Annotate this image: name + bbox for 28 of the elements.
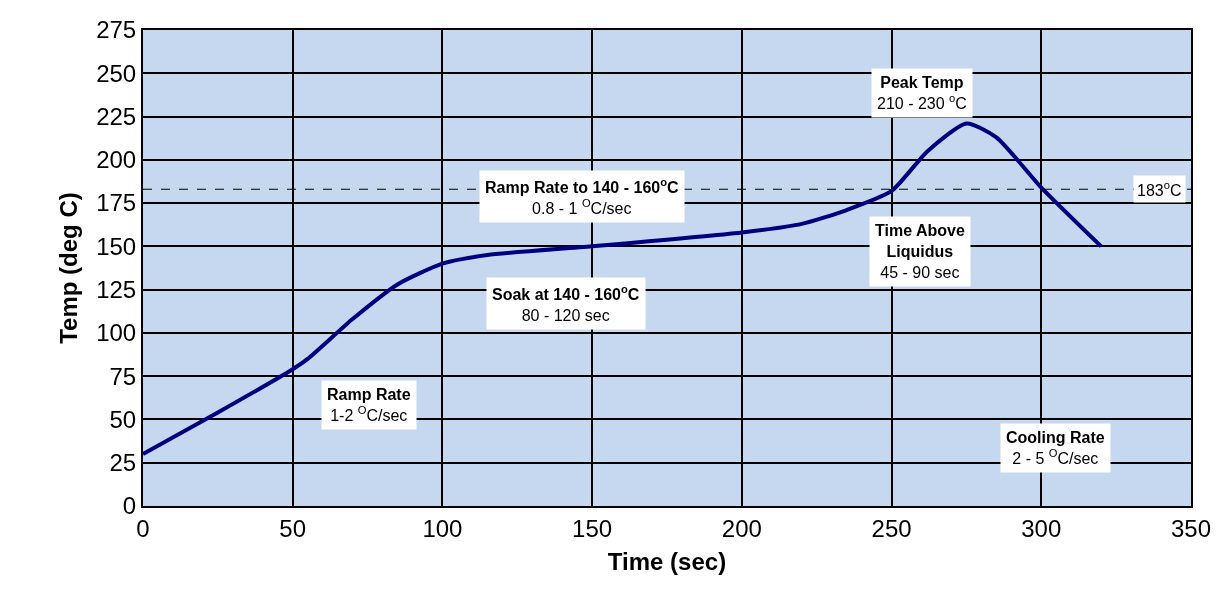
y-tick-label: 100: [96, 319, 137, 347]
y-tick-label: 75: [109, 362, 137, 390]
x-tick-label: 150: [572, 514, 613, 542]
text: Ramp Rate to 140 - 160$^{o}$C 0.8 - 1 $^{O}$C/sec: [485, 176, 679, 217]
x-tick-label: 350: [1170, 514, 1212, 542]
y-tick-label: 200: [96, 146, 137, 174]
annotation: Peak Temp 210 - 230 $^{o}$C: [877, 74, 967, 112]
y-tick-label: 250: [96, 59, 137, 87]
annotation: Soak at 140 - 160$^{o}$C 80 - 120 sec: [492, 283, 640, 324]
y-tick-label: 125: [96, 276, 137, 304]
annotation: Ramp Rate 1-2 $^{O}$C/sec: [327, 386, 411, 424]
x-tick-label: 250: [871, 514, 912, 542]
x-tick-label: 300: [1021, 514, 1062, 542]
ref-line-label: 183$^{o}$C: [1137, 179, 1182, 199]
y-tick-label: 225: [96, 102, 137, 130]
y-tick-label: 0: [122, 492, 137, 520]
y-tick-label: 25: [109, 449, 137, 477]
y-tick-label: 175: [96, 189, 137, 217]
annotation: Time Above Liquidus 45 - 90 sec: [875, 222, 965, 281]
x-tick-label: 200: [721, 514, 762, 542]
y-tick-label: 150: [96, 232, 137, 260]
y-axis-title: Temp (deg C): [54, 192, 82, 344]
x-tick-label: 50: [279, 514, 307, 542]
y-tick-label: 275: [96, 16, 137, 44]
annotation: Cooling Rate 2 - 5 $^{O}$C/sec: [1006, 429, 1105, 467]
x-axis-title: Time (sec): [607, 547, 727, 575]
x-tick-label: 100: [422, 514, 463, 542]
y-tick-label: 50: [109, 405, 137, 433]
